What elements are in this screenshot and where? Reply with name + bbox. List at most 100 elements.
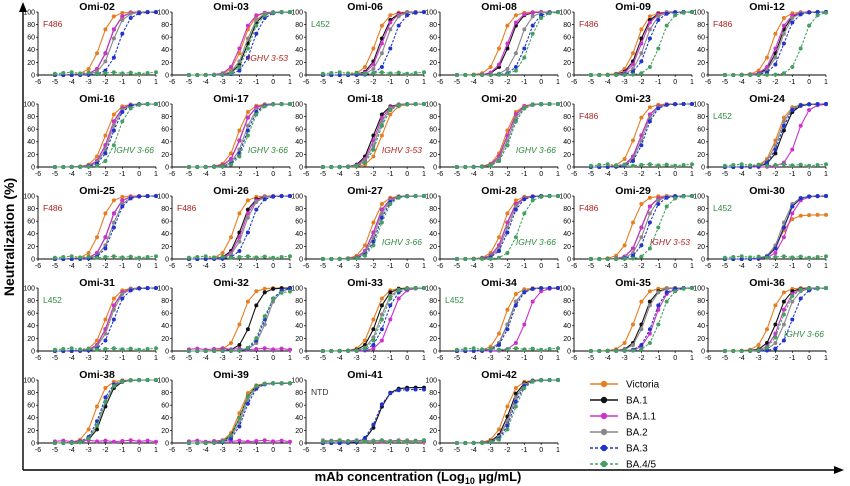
x-tick-label: -4 bbox=[605, 171, 611, 178]
data-point bbox=[815, 102, 820, 107]
x-tick-label: 1 bbox=[824, 79, 828, 86]
legend-entry-victoria: Victoria bbox=[590, 380, 660, 391]
data-point bbox=[781, 16, 786, 20]
y-tick-label: 0 bbox=[701, 164, 705, 171]
data-point bbox=[137, 194, 142, 199]
x-tick-label: -4 bbox=[203, 263, 209, 270]
data-point bbox=[237, 348, 242, 353]
y-tick-label: 100 bbox=[157, 377, 169, 384]
data-point bbox=[513, 399, 518, 404]
data-point bbox=[388, 71, 393, 76]
y-tick-label: 80 bbox=[429, 22, 437, 29]
data-point bbox=[379, 202, 384, 206]
data-point bbox=[522, 290, 527, 295]
data-point bbox=[262, 197, 267, 202]
panel-annotation: L452 bbox=[311, 19, 330, 29]
x-tick-label: -3 bbox=[85, 447, 91, 454]
x-tick-label: -1 bbox=[655, 263, 661, 270]
data-point bbox=[120, 14, 125, 19]
x-tick-label: -1 bbox=[789, 171, 795, 178]
x-tick-label: 0 bbox=[807, 263, 811, 270]
series-ba-1-1 bbox=[722, 10, 828, 77]
x-tick-label: -2 bbox=[504, 171, 510, 178]
x-tick-label: -6 bbox=[35, 263, 41, 270]
series-line bbox=[322, 195, 424, 260]
x-tick-label: -2 bbox=[504, 355, 510, 362]
series-ba-1 bbox=[52, 10, 158, 77]
data-point bbox=[154, 378, 158, 382]
x-tick-label: -2 bbox=[370, 263, 376, 270]
y-tick-label: 40 bbox=[429, 139, 437, 146]
x-tick-label: -4 bbox=[739, 355, 745, 362]
data-point bbox=[815, 13, 820, 18]
x-tick-label: -3 bbox=[353, 447, 359, 454]
data-point bbox=[505, 67, 510, 71]
data-point bbox=[781, 235, 786, 240]
y-tick-label: 100 bbox=[291, 101, 303, 108]
data-point bbox=[815, 10, 820, 15]
legend-marker bbox=[600, 412, 608, 420]
data-point bbox=[488, 346, 493, 351]
x-tick-label: 0 bbox=[405, 447, 409, 454]
data-point bbox=[379, 133, 384, 138]
x-tick-label: -3 bbox=[219, 447, 225, 454]
data-point bbox=[363, 439, 367, 444]
data-point bbox=[497, 46, 501, 51]
data-point bbox=[664, 286, 669, 291]
panel-annotation: IGHV 3-66 bbox=[248, 145, 288, 155]
data-point bbox=[647, 327, 652, 332]
data-point bbox=[522, 55, 527, 60]
data-point bbox=[69, 254, 74, 259]
data-point bbox=[781, 290, 786, 295]
series-victoria bbox=[320, 10, 426, 77]
y-tick-label: 60 bbox=[429, 403, 437, 410]
data-point bbox=[254, 13, 259, 18]
data-point bbox=[647, 119, 652, 124]
legend-label: BA.2 bbox=[626, 428, 648, 439]
data-point bbox=[480, 440, 485, 445]
data-point bbox=[673, 163, 678, 168]
data-point bbox=[288, 347, 292, 352]
data-point bbox=[765, 341, 769, 345]
series-line bbox=[590, 287, 693, 352]
x-tick-label: -6 bbox=[571, 263, 577, 270]
data-point bbox=[480, 164, 485, 169]
data-point bbox=[505, 347, 510, 351]
data-point bbox=[614, 257, 619, 261]
data-point bbox=[61, 255, 66, 259]
data-point bbox=[95, 154, 99, 159]
x-tick-label: -1 bbox=[387, 263, 393, 270]
data-point bbox=[773, 255, 778, 259]
y-tick-label: 100 bbox=[291, 9, 303, 16]
data-point bbox=[413, 71, 418, 75]
data-point bbox=[78, 347, 83, 352]
data-point bbox=[145, 194, 150, 199]
legend-entry-ba-1-1: BA.1.1 bbox=[590, 412, 656, 423]
data-point bbox=[597, 257, 602, 261]
data-point bbox=[137, 439, 142, 444]
data-point bbox=[505, 251, 510, 255]
data-point bbox=[371, 343, 376, 347]
panel-annotation: F486 bbox=[579, 203, 599, 213]
data-point bbox=[103, 399, 108, 404]
data-point bbox=[237, 211, 242, 216]
data-point bbox=[379, 41, 384, 46]
x-tick-label: -5 bbox=[186, 263, 192, 270]
data-point bbox=[262, 290, 267, 295]
data-point bbox=[781, 220, 786, 225]
data-point bbox=[798, 296, 803, 301]
x-tick-label: 1 bbox=[422, 171, 426, 178]
data-point bbox=[790, 294, 795, 298]
data-point bbox=[530, 10, 535, 15]
data-point bbox=[656, 14, 661, 19]
data-point bbox=[681, 10, 686, 15]
data-point bbox=[647, 162, 652, 167]
x-tick-label: -2 bbox=[236, 447, 242, 454]
x-tick-label: 0 bbox=[539, 263, 543, 270]
x-tick-label: -1 bbox=[253, 263, 259, 270]
series-victoria bbox=[52, 194, 158, 261]
data-point bbox=[254, 112, 259, 117]
panel-title: Omi-23 bbox=[615, 93, 651, 105]
data-point bbox=[605, 257, 610, 261]
x-tick-label: -2 bbox=[504, 447, 510, 454]
